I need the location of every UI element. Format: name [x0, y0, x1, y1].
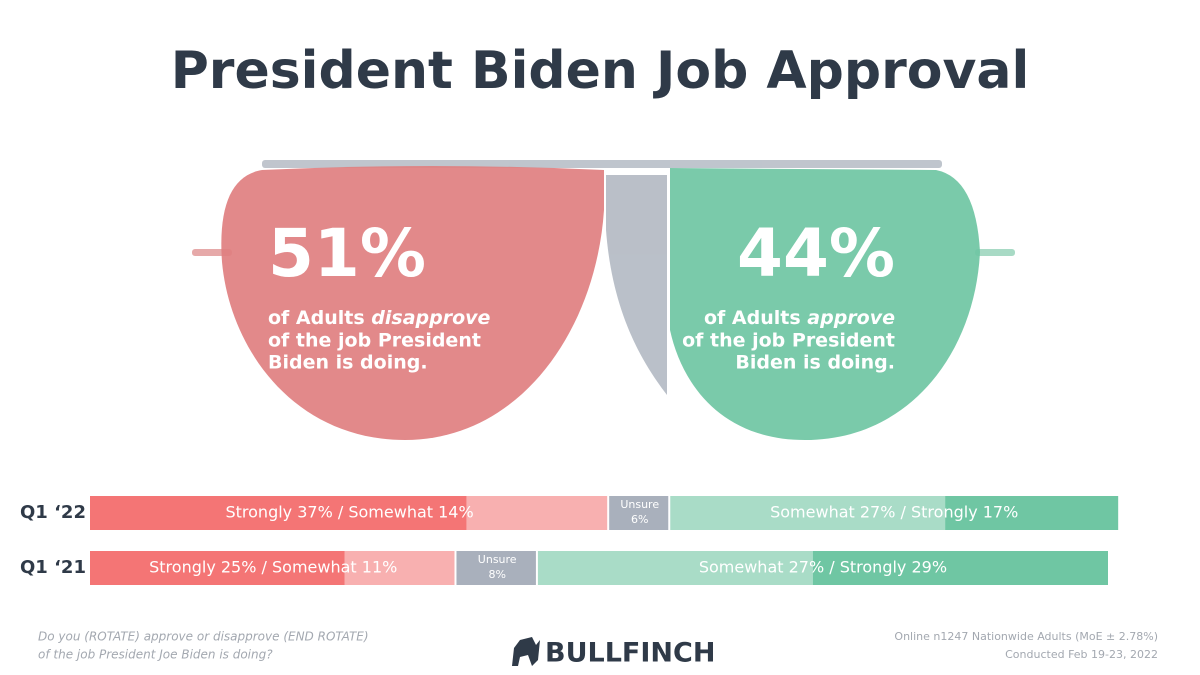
segment-label: Strongly 25% / Somewhat 11%	[149, 558, 397, 577]
headline-emphasis: disapprove	[371, 307, 490, 329]
bar-segment	[670, 496, 946, 530]
bar-segment	[466, 496, 608, 530]
source-line: Online n1247 Nationwide Adults (MoE ± 2.…	[894, 630, 1158, 643]
brand-name: BULLFINCH	[545, 638, 715, 669]
headline-text: Biden is doing.	[735, 352, 895, 374]
brand-logo: BULLFINCH	[512, 637, 715, 669]
bar-segment	[90, 496, 467, 530]
lens	[670, 168, 980, 440]
unsure-value: 6%	[631, 513, 648, 526]
bridge	[262, 160, 942, 168]
headline-text: of the job President	[682, 330, 895, 352]
headline-text: of Adults approve	[704, 307, 895, 329]
headline-text: of the job President	[268, 330, 481, 352]
bar-segment	[945, 496, 1119, 530]
glasses	[192, 160, 1015, 395]
bar-segment	[537, 551, 813, 585]
headline-value: 51%	[268, 215, 426, 292]
bar-segment	[344, 551, 455, 585]
segment-label: Somewhat 27% / Strongly 17%	[770, 503, 1018, 522]
headline-text: of Adults disapprove	[268, 307, 491, 329]
category-label: Q1 ‘22	[20, 502, 86, 523]
unsure-label: Unsure	[620, 498, 659, 511]
lens-middle	[606, 175, 667, 395]
bar-segment	[90, 551, 345, 585]
bar-segment	[609, 496, 669, 530]
segment-label: Strongly 37% / Somewhat 14%	[225, 503, 473, 522]
source-line: Conducted Feb 19-23, 2022	[1005, 648, 1158, 661]
category-label: Q1 ‘21	[20, 557, 86, 578]
lens	[221, 166, 604, 440]
question-line: Do you (ROTATE) approve or disapprove (E…	[38, 630, 369, 644]
headline-lead: of Adults	[704, 307, 801, 329]
headline-value: 44%	[737, 215, 895, 292]
bar-segment	[812, 551, 1108, 585]
unsure-value: 8%	[488, 568, 505, 581]
headline-lead: of Adults	[268, 307, 365, 329]
bar-segment	[456, 551, 536, 585]
chart-title: President Biden Job Approval	[171, 41, 1030, 101]
headline-text: Biden is doing.	[268, 352, 428, 374]
question-line: of the job President Joe Biden is doing?	[38, 648, 273, 662]
bull-icon	[512, 637, 540, 666]
headline-emphasis: approve	[807, 307, 895, 329]
segment-label: Somewhat 27% / Strongly 29%	[699, 558, 947, 577]
temple-right	[975, 249, 1015, 256]
unsure-label: Unsure	[478, 553, 517, 566]
